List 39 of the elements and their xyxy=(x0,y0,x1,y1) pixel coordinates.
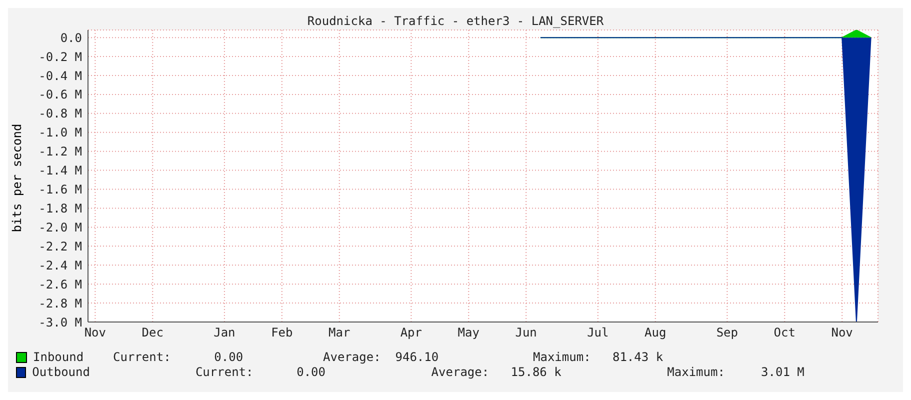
text: Current: 0.00 xyxy=(113,350,244,365)
y-tick-label: -3.0 M xyxy=(38,315,82,330)
y-tick-label: -2.0 M xyxy=(38,220,82,234)
text: Maximum: 81.43 k xyxy=(533,350,664,365)
legend-label: Inbound xyxy=(33,350,85,365)
y-tick-label: -1.4 M xyxy=(38,164,82,178)
text: Average: 15.86 k xyxy=(431,365,562,380)
y-tick-label: -0.2 M xyxy=(38,50,82,64)
x-tick-label: Apr xyxy=(400,326,422,340)
x-tick-label: Jan xyxy=(214,326,236,340)
x-tick-label: Aug xyxy=(644,326,666,340)
y-tick-label: -2.8 M xyxy=(38,296,82,310)
x-tick-label: Feb xyxy=(271,326,293,340)
y-tick-label: 0.0 xyxy=(60,30,82,45)
x-tick-label: Nov xyxy=(84,326,106,340)
y-tick-label: -0.6 M xyxy=(38,88,82,102)
y-tick-label: -1.8 M xyxy=(38,201,82,216)
y-tick-label: -2.6 M xyxy=(38,277,82,292)
x-tick-label: Dec xyxy=(142,326,164,340)
y-tick-label: -2.2 M xyxy=(38,239,82,254)
text: Maximum: 3.01 M xyxy=(667,365,806,380)
x-tick-label: Mar xyxy=(328,326,350,340)
chart-title: Roudnicka - Traffic - ether3 - LAN_SERVER xyxy=(306,13,605,28)
x-tick-label: Oct xyxy=(774,326,796,340)
y-tick-label: -0.4 M xyxy=(38,68,82,83)
y-axis-title: bits per second xyxy=(10,124,24,232)
y-tick-label: -1.2 M xyxy=(38,144,82,159)
x-tick-label: Sep xyxy=(716,326,738,340)
y-tick-label: -1.0 M xyxy=(38,126,82,140)
x-tick-label: Jul xyxy=(587,326,609,340)
text: Current: 0.00 xyxy=(195,365,326,380)
y-tick-label: -0.8 M xyxy=(38,106,82,121)
y-tick-label: -2.4 M xyxy=(38,258,82,272)
y-tick-label: -1.6 M xyxy=(38,182,82,197)
legend-label: Outbound xyxy=(32,365,91,380)
x-tick-label: Nov xyxy=(831,326,853,340)
text: Average: 946.10 xyxy=(323,350,440,365)
x-tick-label: Jun xyxy=(515,326,537,340)
x-tick-label: May xyxy=(458,326,480,340)
